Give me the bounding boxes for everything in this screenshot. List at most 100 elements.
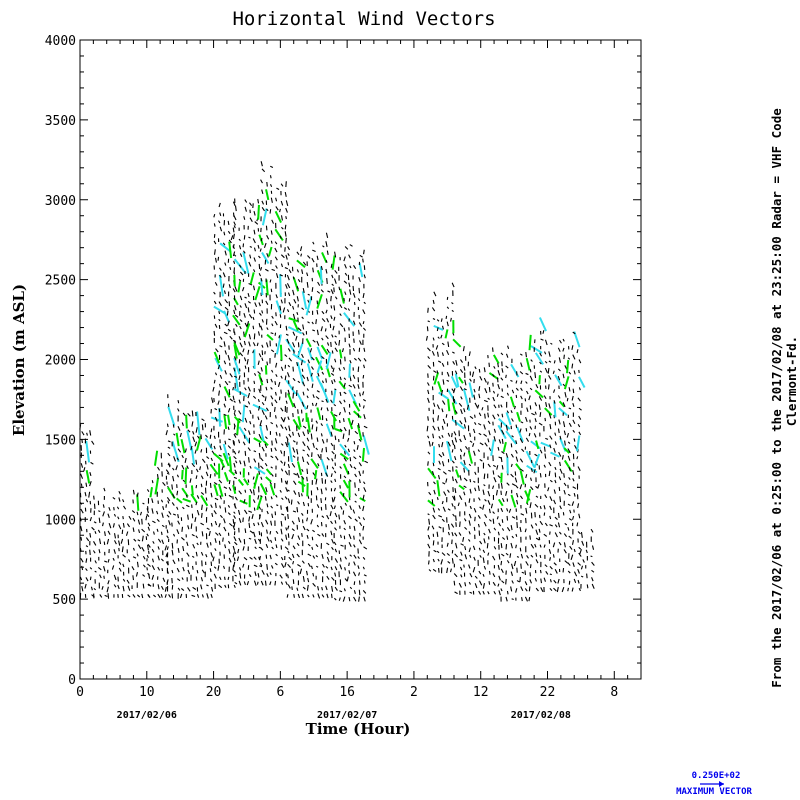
wind-vector: [334, 435, 337, 441]
wind-vector: [205, 507, 208, 512]
wind-vector: [234, 496, 238, 501]
wind-vector: [118, 561, 122, 565]
wind-vector: [427, 416, 429, 421]
wind-vector: [253, 380, 256, 384]
wind-vector: [192, 543, 196, 549]
wind-vector: [477, 485, 480, 492]
wind-vector: [224, 380, 229, 386]
wind-vector: [498, 522, 502, 527]
wind-vector: [201, 424, 204, 431]
wind-vector: [321, 594, 325, 598]
wind-vector: [234, 541, 238, 546]
wind-vector: [253, 458, 257, 463]
wind-vector: [357, 413, 360, 418]
wind-vector: [214, 520, 218, 526]
wind-vector: [233, 521, 236, 527]
wind-vector: [113, 507, 115, 511]
wind-vector: [441, 434, 444, 438]
wind-vector: [446, 371, 450, 377]
y-tick-label: 2000: [45, 354, 76, 369]
max-vector-legend: 0.250E+02 MAXIMUM VECTOR: [676, 771, 752, 797]
wind-vector: [257, 331, 261, 336]
wind-vector: [307, 359, 310, 364]
wind-vector: [454, 456, 457, 461]
wind-vector: [448, 469, 452, 472]
wind-vector: [261, 251, 270, 265]
wind-vector: [89, 532, 92, 538]
wind-vector: [206, 542, 209, 548]
wind-vector: [296, 296, 299, 302]
wind-vector: [510, 379, 513, 382]
wind-vector: [577, 503, 580, 509]
wind-vector: [320, 423, 323, 427]
wind-vector: [539, 449, 543, 454]
wind-vector: [492, 373, 495, 378]
wind-vector: [287, 392, 295, 408]
wind-vector: [215, 348, 219, 353]
wind-vector: [478, 497, 481, 501]
wind-vector: [484, 499, 487, 502]
wind-vector: [238, 264, 242, 268]
wind-vector: [248, 334, 251, 340]
wind-vector: [348, 479, 352, 482]
wind-vector: [309, 348, 313, 353]
wind-vector: [550, 342, 553, 345]
wind-vector: [326, 593, 329, 599]
wind-vector: [325, 335, 329, 340]
wind-vector: [428, 569, 432, 572]
wind-vector: [307, 299, 310, 303]
wind-vector: [362, 321, 365, 325]
wind-vector: [442, 379, 445, 385]
wind-vector: [302, 441, 306, 447]
wind-vector: [333, 379, 336, 383]
wind-vector: [192, 436, 196, 442]
wind-vector: [157, 593, 161, 599]
wind-vector: [172, 559, 176, 565]
wind-vector: [447, 399, 451, 412]
wind-vector: [275, 431, 278, 436]
wind-vector: [80, 463, 84, 468]
wind-vector: [296, 362, 305, 385]
wind-vector: [549, 557, 552, 561]
wind-vector: [463, 477, 468, 482]
wind-vector: [525, 488, 532, 504]
wind-vector: [301, 316, 304, 320]
wind-vector: [288, 433, 292, 438]
wind-vector: [190, 493, 198, 504]
wind-vector: [493, 365, 496, 369]
wind-vector: [293, 472, 298, 476]
wind-vector: [577, 397, 581, 402]
wind-vector: [333, 496, 336, 502]
wind-vector: [266, 361, 269, 366]
wind-vector: [265, 300, 269, 305]
wind-vector: [534, 453, 538, 457]
wind-vector: [232, 243, 235, 249]
wind-vector: [330, 473, 333, 478]
wind-vector: [301, 401, 305, 407]
wind-vector: [104, 594, 108, 598]
wind-vector: [312, 241, 315, 245]
wind-vector: [206, 527, 210, 530]
wind-vector: [280, 366, 284, 371]
time-range-note: From the 2017/02/06 at 0:25:00 to the 20…: [769, 108, 784, 688]
wind-vector: [259, 565, 263, 568]
wind-vector: [487, 397, 490, 400]
wind-vector: [287, 550, 290, 554]
wind-vector: [554, 441, 557, 445]
wind-vector: [464, 526, 468, 530]
wind-vector: [484, 442, 488, 447]
wind-vector: [232, 314, 241, 326]
wind-vector: [218, 301, 222, 307]
wind-vector: [460, 551, 463, 556]
wind-vector: [362, 405, 365, 409]
wind-vector: [493, 546, 497, 550]
wind-vector: [269, 481, 272, 485]
wind-vector: [224, 350, 227, 355]
wind-vector: [334, 527, 338, 531]
wind-vector: [557, 395, 561, 399]
wind-vector: [547, 384, 550, 390]
wind-vector: [331, 255, 336, 270]
wind-vector: [458, 532, 462, 536]
wind-vector: [317, 453, 321, 459]
wind-vector: [275, 273, 279, 279]
